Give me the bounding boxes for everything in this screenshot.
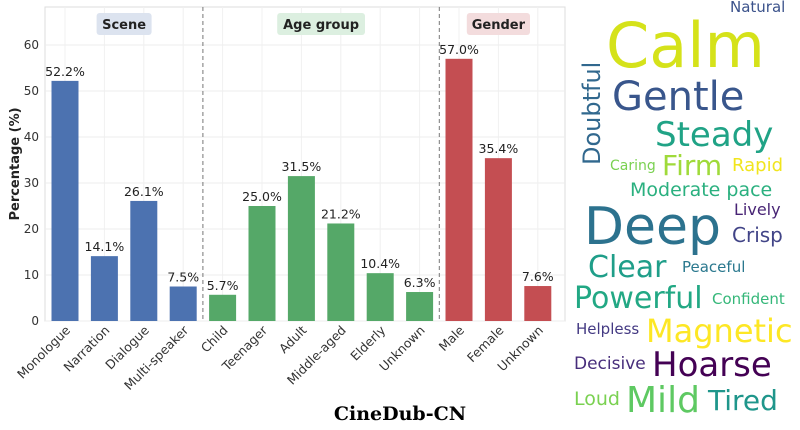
bar-narration: [90, 256, 118, 321]
group-label: Age group: [283, 18, 359, 33]
bar-female: [484, 158, 512, 321]
bar-unknown: [406, 292, 434, 321]
y-tick-label: 60: [24, 38, 39, 52]
bar-elderly: [366, 273, 394, 321]
word-moderate-pace: Moderate pace: [630, 179, 773, 201]
y-axis-label: Percentage (%): [8, 107, 23, 220]
data-label: 31.5%: [282, 159, 322, 174]
word-loud: Loud: [574, 388, 620, 410]
data-label: 5.7%: [207, 278, 239, 293]
word-mild: Mild: [626, 380, 700, 421]
y-tick-label: 10: [24, 268, 39, 282]
data-label: 57.0%: [439, 42, 479, 57]
word-calm: Calm: [606, 9, 765, 82]
data-label: 35.4%: [479, 141, 519, 156]
x-tick-label: Child: [198, 323, 231, 356]
word-helpless: Helpless: [576, 320, 640, 338]
bar-multi-speaker: [169, 286, 197, 321]
word-magnetic: Magnetic: [646, 312, 793, 350]
group-label: Gender: [472, 18, 526, 33]
bar-child: [209, 294, 237, 321]
word-hoarse: Hoarse: [652, 345, 772, 385]
bar-male: [445, 58, 473, 322]
word-decisive: Decisive: [574, 354, 646, 374]
data-label: 10.4%: [360, 256, 400, 271]
group-label-bg: [277, 13, 365, 35]
x-tick-label: Monologue: [14, 322, 73, 381]
word-tired: Tired: [708, 384, 778, 417]
y-tick-label: 0: [31, 314, 39, 328]
x-tick-label: Adult: [276, 322, 310, 356]
data-label: 14.1%: [85, 239, 125, 254]
word-gentle: Gentle: [612, 74, 745, 120]
bar-unknown: [524, 286, 552, 321]
bar-chart: 0 10 20 30 40 50 60 Percentage (%) 52.2% Monologu…: [8, 6, 566, 393]
x-tick-label: Male: [436, 322, 468, 354]
bar-dialogue: [130, 200, 158, 321]
word-deep: Deep: [584, 197, 722, 257]
word-natural: Natural: [730, 0, 786, 16]
word-steady: Steady: [655, 115, 774, 155]
word-powerful: Powerful: [574, 281, 703, 316]
data-label: 25.0%: [242, 189, 282, 204]
y-tick-label: 40: [24, 130, 39, 144]
word-doubtful: Doubtful: [578, 61, 606, 165]
data-label: 6.3%: [404, 275, 436, 290]
bar-teenager: [248, 206, 276, 321]
group-label-bg: [96, 13, 152, 35]
y-tick-label: 20: [24, 222, 39, 236]
y-tick-label: 50: [24, 84, 39, 98]
word-confident: Confident: [712, 290, 785, 308]
data-label: 26.1%: [124, 184, 164, 199]
y-tick-label: 30: [24, 176, 39, 190]
bar-monologue: [51, 80, 79, 321]
bar-middle-aged: [327, 223, 355, 321]
word-lively: Lively: [734, 200, 781, 219]
figure-caption: CineDub-CN: [333, 403, 467, 425]
word-crisp: Crisp: [732, 223, 783, 247]
word-clear: Clear: [588, 250, 667, 285]
word-firm: Firm: [662, 149, 723, 182]
group-label-bg: [466, 13, 530, 35]
word-rapid: Rapid: [732, 155, 783, 176]
word-peaceful: Peaceful: [682, 258, 746, 276]
data-label: 7.6%: [522, 269, 554, 284]
group-label: Scene: [102, 18, 146, 33]
word-cloud: Calm Natural Doubtful Gentle Steady Firm Moder…: [570, 0, 800, 430]
word-caring: Caring: [610, 158, 656, 174]
data-label: 7.5%: [167, 270, 199, 285]
bar-adult: [287, 176, 315, 321]
data-label: 21.2%: [321, 206, 361, 221]
data-label: 52.2%: [45, 64, 85, 79]
